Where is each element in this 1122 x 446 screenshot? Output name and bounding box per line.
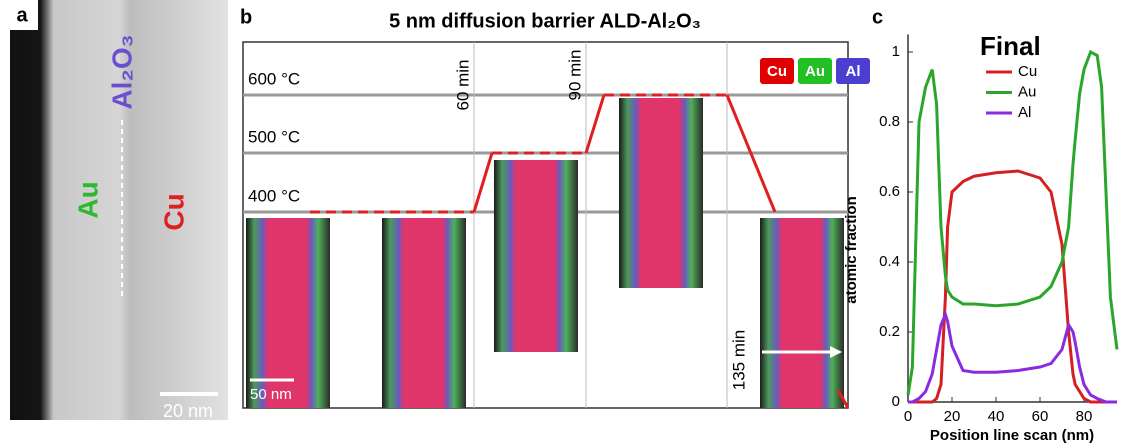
legend-label: Cu — [767, 63, 787, 80]
legend-label: Al — [846, 63, 861, 80]
x-tick-label: 80 — [1076, 408, 1093, 425]
legend-label: Au — [805, 63, 825, 80]
data-line — [908, 52, 1117, 395]
figure: a Au Cu Al₂O₃ 20 nm b 5 nm diffusion bar… — [0, 0, 1122, 446]
panel-label: b — [240, 6, 252, 28]
y-tick-label: 0.8 — [879, 113, 900, 130]
y-tick-label: 0.2 — [879, 323, 900, 340]
legend-label: Au — [1018, 83, 1036, 100]
cu-label: Cu — [158, 193, 189, 230]
scale-label: 50 nm — [250, 386, 292, 403]
scale-label: 20 nm — [163, 401, 213, 421]
edx-map — [619, 98, 703, 288]
edx-map — [494, 160, 578, 352]
edx-map — [382, 218, 466, 408]
y-tick-label: 0.6 — [879, 183, 900, 200]
chart-title: Final — [980, 31, 1041, 61]
page: {"panel_a": {"label": "a", "gold": "Au",… — [0, 0, 1122, 446]
time-label: 90 min — [565, 49, 584, 100]
legend-label: Cu — [1018, 63, 1037, 80]
y-tick-label: 0.4 — [879, 253, 900, 270]
x-tick-label: 20 — [944, 408, 961, 425]
panel-title: 5 nm diffusion barrier ALD-Al₂O₃ — [389, 10, 701, 32]
al2o3-label: Al₂O₃ — [106, 34, 137, 109]
x-tick-label: 40 — [988, 408, 1005, 425]
panel-label: c — [872, 6, 883, 28]
panel-label: a — [16, 4, 28, 26]
temp-label: 400 °C — [248, 186, 300, 205]
legend-label: Al — [1018, 104, 1031, 121]
x-axis-label: Position line scan (nm) — [930, 427, 1094, 444]
temp-label: 600 °C — [248, 69, 300, 88]
time-label: 60 min — [453, 59, 472, 110]
edx-map — [760, 218, 844, 408]
au-label: Au — [72, 181, 103, 218]
x-tick-label: 0 — [904, 408, 912, 425]
x-tick-label: 60 — [1032, 408, 1049, 425]
y-axis-label: atomic fraction — [843, 196, 860, 304]
y-tick-label: 1 — [892, 43, 900, 60]
temp-label: 500 °C — [248, 127, 300, 146]
time-label: 135 min — [729, 330, 748, 390]
y-tick-label: 0 — [892, 393, 900, 410]
